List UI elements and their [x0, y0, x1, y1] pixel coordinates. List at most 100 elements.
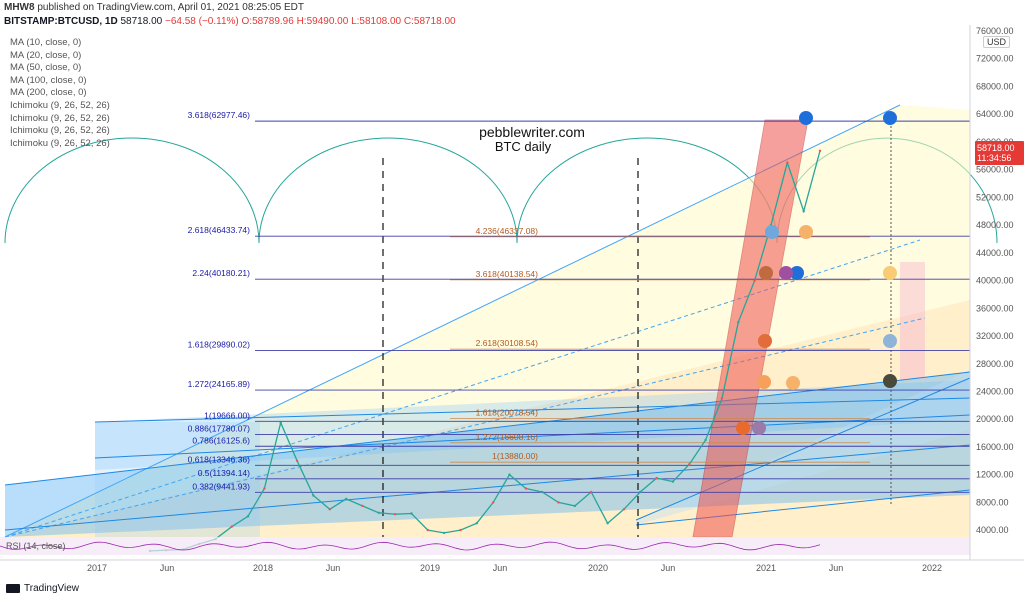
price-tick-label: 76000.00 — [976, 26, 1014, 36]
time-tick-label: 2017 — [87, 563, 107, 573]
legend-item[interactable]: MA (200, close, 0) — [10, 87, 87, 99]
price-point — [279, 421, 282, 424]
price-point — [786, 161, 789, 164]
price-point — [737, 321, 740, 324]
currency-badge[interactable]: USD — [983, 36, 1011, 48]
legend-item[interactable]: Ichimoku (9, 26, 52, 26) — [10, 99, 110, 111]
fib-level-label: 3.618(62977.46) — [188, 110, 251, 120]
price-point — [818, 149, 822, 152]
target-circle-purple[interactable] — [779, 266, 793, 280]
price-point — [606, 522, 609, 525]
price-point — [557, 501, 560, 504]
price-tick-label: 4000.00 — [976, 525, 1009, 535]
target-circle-lightblue[interactable] — [883, 334, 897, 348]
price-tick-label: 52000.00 — [976, 192, 1014, 202]
target-markers[interactable] — [736, 111, 897, 435]
channel-shading — [5, 105, 970, 537]
time-tick-label: 2021 — [756, 563, 776, 573]
time-tick-label: Jun — [829, 563, 844, 573]
time-tick-label: Jun — [493, 563, 508, 573]
price-point — [344, 497, 348, 501]
price-change: −64.58 (−0.11%) — [164, 16, 239, 27]
branding-label: TradingView — [24, 583, 80, 594]
legend-item[interactable]: MA (50, close, 0) — [10, 62, 82, 74]
fib-extension-label: 3.618(40138.54) — [476, 269, 539, 279]
price-point — [230, 525, 233, 528]
target-circle-red[interactable] — [736, 421, 750, 435]
price-point — [377, 511, 380, 514]
price-tick-label: 40000.00 — [976, 276, 1014, 286]
price-point — [802, 210, 805, 213]
target-circle-blue[interactable] — [790, 266, 804, 280]
price-point — [475, 522, 478, 525]
price-point — [720, 397, 724, 400]
price-tick-label: 32000.00 — [976, 331, 1014, 341]
fib-extension-label: 1.272(16608.16) — [476, 432, 539, 442]
price-tick-label: 24000.00 — [976, 386, 1014, 396]
time-tick-label: Jun — [160, 563, 175, 573]
price-point — [393, 513, 397, 516]
target-circle-orange[interactable] — [757, 375, 771, 389]
price-axis[interactable]: 4000.00 8000.00 12000.00 16000.00 20000.00 24… — [976, 26, 1014, 535]
price-tick-label: 8000.00 — [976, 497, 1009, 507]
price-point — [524, 487, 528, 490]
price-line — [149, 150, 821, 552]
legend-item[interactable]: Ichimoku (9, 26, 52, 26) — [10, 137, 110, 149]
price-point — [704, 438, 707, 442]
price-point — [671, 480, 675, 483]
price-tick-label: 44000.00 — [976, 248, 1014, 258]
price-tick-label: 28000.00 — [976, 359, 1014, 369]
author-name[interactable]: MHW8 — [4, 2, 35, 13]
target-circle-blue[interactable] — [799, 111, 813, 125]
legend-item[interactable]: MA (20, close, 0) — [10, 49, 82, 61]
rsi-line — [0, 541, 821, 551]
fib-extension-label: 2.618(30108.54) — [476, 338, 539, 348]
tradingview-icon — [6, 584, 20, 593]
target-circle-brown[interactable] — [759, 266, 773, 280]
price-point — [426, 528, 429, 532]
cycle-markers — [382, 158, 639, 537]
fib-labels: 3.618(62977.46) 2.618(46433.74) 2.24(40180… — [188, 110, 539, 491]
fib-level-label: 2.618(46433.74) — [188, 225, 251, 235]
fib-level-label: 1.618(29890.02) — [188, 340, 251, 350]
watermark-subtitle: BTC daily — [495, 139, 552, 154]
tradingview-logo[interactable]: TradingView — [6, 583, 79, 594]
price-point — [753, 279, 756, 282]
publish-info: MHW8 published on TradingView.com, April… — [4, 2, 304, 13]
price-tick-label: 56000.00 — [976, 165, 1014, 175]
fib-level-label: 0.382(9441.93) — [192, 481, 250, 491]
watermark-title: pebblewriter.com — [479, 124, 585, 140]
target-circle-purple[interactable] — [752, 421, 766, 435]
price-point — [361, 504, 364, 508]
last-price: 58718.00 — [120, 16, 163, 27]
price-point — [263, 487, 266, 490]
target-circle-lightblue[interactable] — [765, 225, 779, 239]
price-point — [410, 512, 413, 515]
price-tick-label: 36000.00 — [976, 303, 1014, 313]
current-price: 58718.00 — [977, 143, 1015, 153]
time-tick-label: 2018 — [253, 563, 273, 573]
price-tick-label: 48000.00 — [976, 220, 1014, 230]
legend-item[interactable]: MA (10, close, 0) — [10, 37, 82, 48]
fib-level-label: 1(19666.00) — [204, 410, 250, 420]
rsi-path — [0, 541, 821, 551]
target-circle-orange[interactable] — [883, 266, 897, 280]
fib-extension-label: 1(13880.00) — [492, 451, 538, 461]
price-tick-label: 64000.00 — [976, 109, 1014, 119]
price-tick-label: 68000.00 — [976, 81, 1014, 91]
target-circle-blue[interactable] — [883, 111, 897, 125]
indicator-legend: MA (10, close, 0) MA (20, close, 0) MA (… — [10, 37, 110, 150]
target-circle-dark[interactable] — [883, 374, 897, 388]
time-tick-label: 2019 — [420, 563, 440, 573]
legend-item[interactable]: Ichimoku (9, 26, 52, 26) — [10, 125, 110, 137]
target-circle-orange[interactable] — [799, 225, 813, 239]
target-circle-orange[interactable] — [786, 376, 800, 390]
time-axis[interactable]: 2017 Jun 2018 Jun 2019 Jun 2020 Jun 2021 Jun 2022 — [87, 563, 942, 573]
price-point — [295, 459, 299, 462]
symbol-label[interactable]: BITSTAMP:BTCUSD, 1D — [4, 16, 118, 27]
legend-item[interactable]: MA (100, close, 0) — [10, 74, 87, 86]
legend-item[interactable]: Ichimoku (9, 26, 52, 26) — [10, 112, 110, 124]
target-circle-brown[interactable] — [758, 334, 772, 348]
fib-level-label: 2.24(40180.21) — [192, 268, 250, 278]
